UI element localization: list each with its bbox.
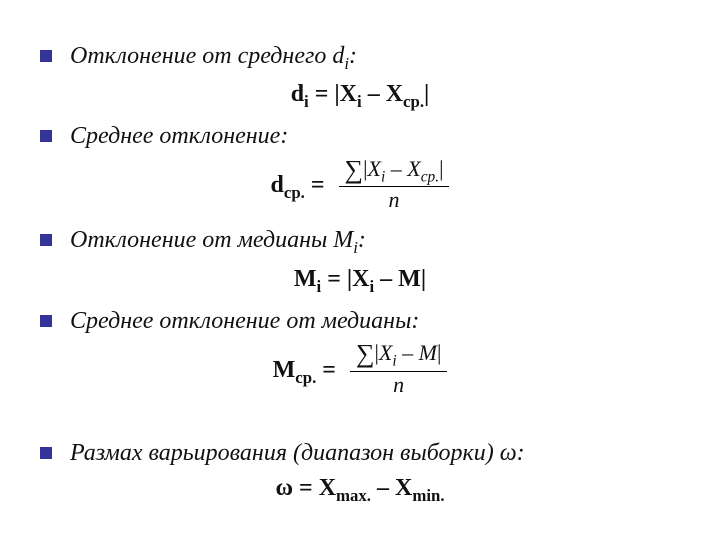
list-item: Отклонение от среднего di: [40, 40, 680, 75]
slide-content: Отклонение от среднего di: di = |Xi – Xс… [40, 40, 680, 514]
formula: ω = Xmax. – Xmin. [40, 475, 680, 506]
formula: Mср. = ∑|Xi – M| n [40, 343, 680, 401]
bullet-icon [40, 315, 52, 327]
item-desc: Среднее отклонение от медианы: [70, 308, 419, 334]
bullet-icon [40, 50, 52, 62]
fraction: ∑|Xi – Xср.| n [339, 157, 450, 215]
formula-lhs: dср. = [271, 172, 325, 203]
item-desc: Размах варьирования (диапазон выборки) ω… [70, 440, 525, 466]
item-desc: Отклонение от среднего di: [70, 43, 357, 69]
fraction-denominator: n [339, 187, 450, 211]
list-item: Размах варьирования (диапазон выборки) ω… [40, 437, 680, 469]
fraction-numerator: ∑|Xi – Xср.| [339, 157, 450, 188]
bullet-icon [40, 130, 52, 142]
fraction: ∑|Xi – M| n [350, 341, 447, 399]
list-item: Среднее отклонение: [40, 120, 680, 152]
fraction-numerator: ∑|Xi – M| [350, 341, 447, 372]
formula: dср. = ∑|Xi – Xср.| n [40, 159, 680, 217]
formula: di = |Xi – Xср.| [40, 81, 680, 112]
bullet-icon [40, 234, 52, 246]
bullet-icon [40, 447, 52, 459]
item-desc: Отклонение от медианы Mi: [70, 227, 366, 253]
list-item: Отклонение от медианы Mi: [40, 224, 680, 259]
list-item: Среднее отклонение от медианы: [40, 305, 680, 337]
fraction-denominator: n [350, 372, 447, 396]
formula: Mi = |Xi – M| [40, 266, 680, 297]
item-desc: Среднее отклонение: [70, 123, 288, 149]
formula-lhs: Mср. = [273, 357, 336, 388]
